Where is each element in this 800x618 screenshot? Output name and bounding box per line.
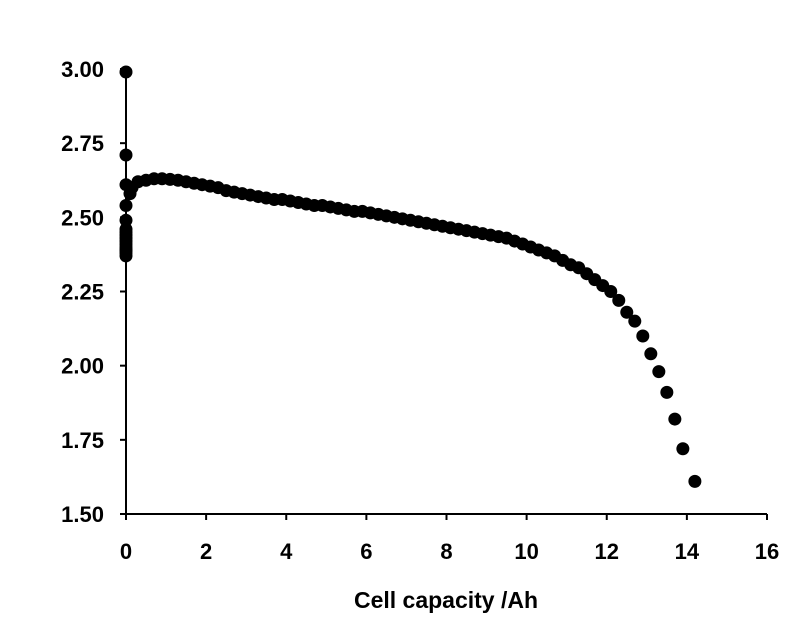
chart-axes	[120, 68, 768, 520]
y-tick-label: 1.50	[61, 502, 104, 527]
data-point	[119, 243, 133, 257]
chart-marks	[119, 65, 702, 488]
x-axis-title: Cell capacity /Ah	[354, 587, 538, 613]
y-tick-label: 1.75	[61, 428, 104, 453]
x-tick-label: 12	[595, 539, 619, 564]
data-point	[620, 305, 634, 319]
y-tick-label: 2.00	[61, 354, 104, 379]
x-tick-label: 10	[514, 539, 538, 564]
x-tick-label: 16	[755, 539, 779, 564]
data-point	[688, 474, 702, 488]
data-point	[119, 148, 133, 162]
y-tick-label: 2.25	[61, 280, 104, 305]
data-point	[676, 442, 690, 456]
x-tick-label: 14	[675, 539, 700, 564]
x-tick-label: 2	[200, 539, 212, 564]
x-tick-label: 6	[360, 539, 372, 564]
data-point	[119, 65, 133, 79]
data-point	[660, 385, 674, 399]
data-point	[119, 213, 133, 227]
data-point	[668, 412, 682, 426]
y-tick-label: 2.75	[61, 131, 104, 156]
y-tick-label: 3.00	[61, 57, 104, 82]
x-tick-label: 4	[280, 539, 293, 564]
data-point	[604, 285, 618, 298]
data-point	[119, 198, 133, 212]
data-point	[612, 293, 626, 307]
chart-labels: 1.50 1.75 2.00 2.25 2.50 2.75 3.00 0 2 4 6 8 10 12 14 1…	[61, 57, 779, 564]
x-tick-label: 8	[440, 539, 452, 564]
x-tick-label: 0	[120, 539, 132, 564]
data-point	[628, 314, 642, 328]
data-point	[636, 329, 650, 343]
data-point	[652, 365, 666, 379]
data-point	[644, 347, 658, 361]
y-tick-label: 2.50	[61, 205, 104, 230]
